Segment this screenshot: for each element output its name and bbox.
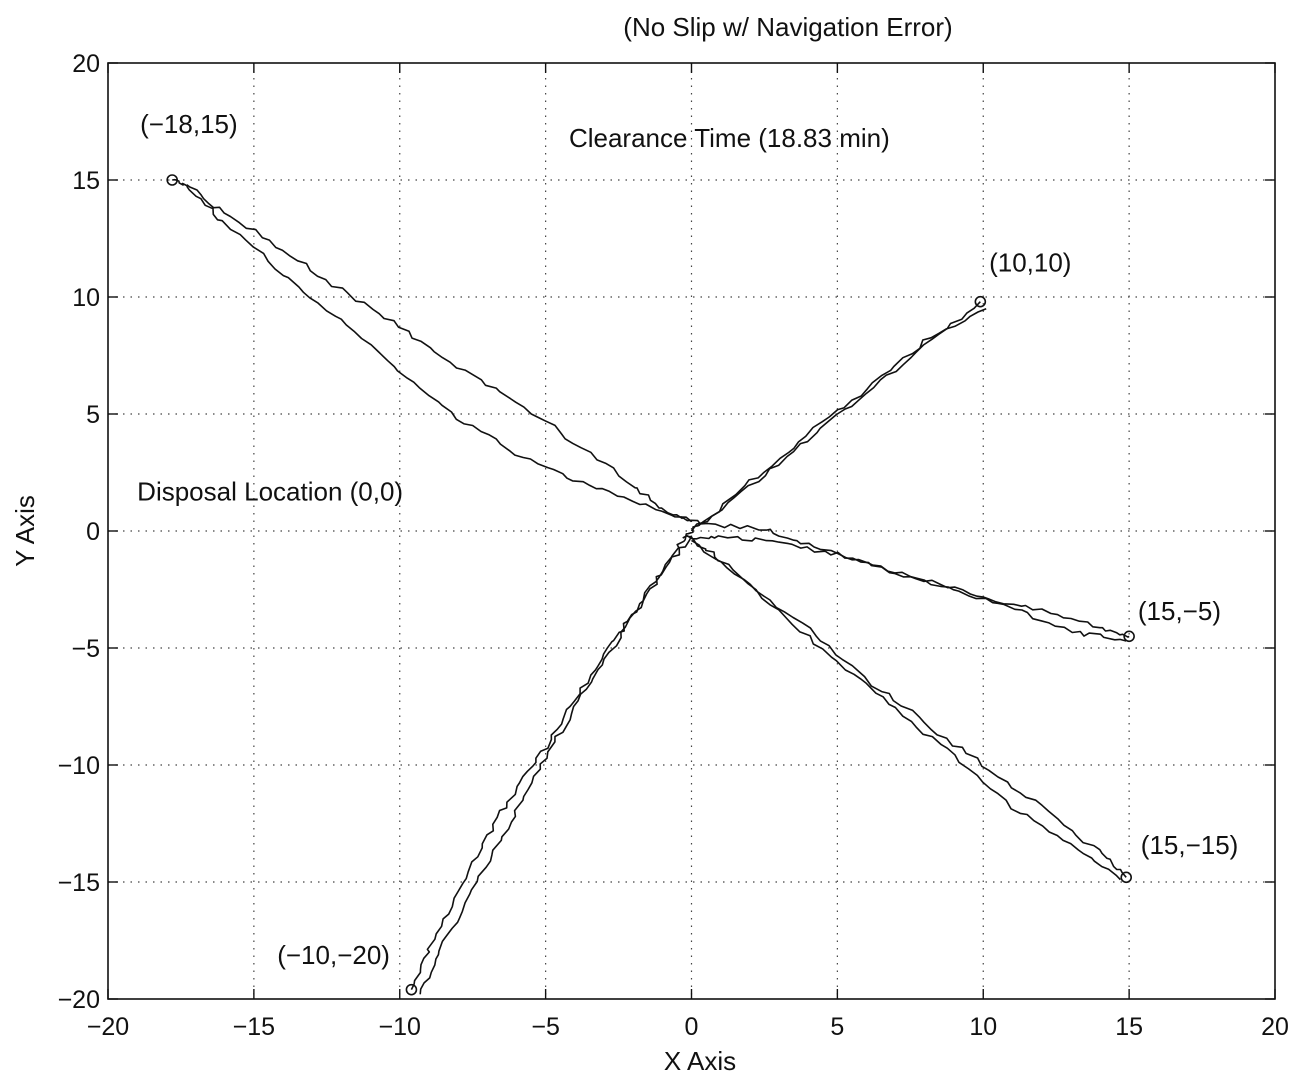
- annotation-label: (15,−15): [1141, 830, 1239, 860]
- x-tick-label: −20: [87, 1013, 129, 1041]
- target-marker-3: [1123, 630, 1135, 643]
- annotation-label: (10,10): [989, 247, 1071, 277]
- trajectory-back-2: [696, 307, 987, 527]
- y-axis-title: Y Axis: [10, 495, 40, 567]
- y-tick-label: −15: [58, 869, 100, 897]
- annotation-label: (−18,15): [140, 109, 238, 139]
- annotation-label: (−10,−20): [277, 940, 390, 970]
- y-tick-label: 15: [72, 167, 100, 195]
- trajectory-back-1: [186, 184, 701, 525]
- target-marker-5: [405, 983, 418, 996]
- target-marker-2: [974, 295, 987, 308]
- x-tick-label: 0: [685, 1013, 699, 1041]
- y-tick-label: 20: [72, 50, 100, 78]
- x-tick-label: −15: [233, 1013, 275, 1041]
- trajectory-out-4: [691, 539, 1127, 878]
- target-marker-4: [1120, 871, 1133, 884]
- trajectory-back-5: [419, 523, 701, 995]
- trajectory-out-5: [410, 535, 693, 990]
- x-tick-label: 5: [830, 1013, 844, 1041]
- y-tick-label: 0: [86, 518, 100, 546]
- chart-title: (No Slip w/ Navigation Error): [623, 12, 952, 42]
- trajectory-back-4: [685, 534, 1121, 881]
- trajectory-out-1: [172, 178, 693, 523]
- x-tick-label: −5: [531, 1013, 560, 1041]
- tick-marks: [107, 62, 1276, 1000]
- annotation-label: Disposal Location (0,0): [137, 477, 403, 507]
- target-marker-1: [166, 174, 178, 186]
- y-tick-labels: −20 −15 −10 −5 0 5 10 15 20: [58, 50, 100, 1014]
- x-tick-label: 10: [969, 1013, 997, 1041]
- y-tick-label: −5: [71, 635, 100, 663]
- x-tick-labels: −20 −15 −10 −5 0 5 10 15 20: [87, 1013, 1289, 1041]
- annotation-label: Clearance Time (18.83 min): [569, 123, 890, 153]
- x-axis-title: X Axis: [664, 1046, 736, 1076]
- y-tick-label: −20: [58, 986, 100, 1014]
- x-tick-label: 15: [1115, 1013, 1143, 1041]
- trajectory-back-3: [682, 534, 1127, 642]
- y-tick-label: −10: [58, 752, 100, 780]
- annotation-label: (15,−5): [1138, 596, 1221, 626]
- grid: [108, 63, 1275, 999]
- annotations: (−18,15) Clearance Time (18.83 min) (10,10…: [137, 109, 1238, 970]
- x-tick-label: −10: [379, 1013, 421, 1041]
- trajectory-out-2: [690, 301, 981, 532]
- y-tick-label: 5: [86, 401, 100, 429]
- x-tick-label: 20: [1261, 1013, 1289, 1041]
- trajectory-paths: [172, 178, 1130, 995]
- trajectory-out-3: [700, 522, 1130, 638]
- y-tick-label: 10: [72, 284, 100, 312]
- end-markers: [166, 174, 1135, 996]
